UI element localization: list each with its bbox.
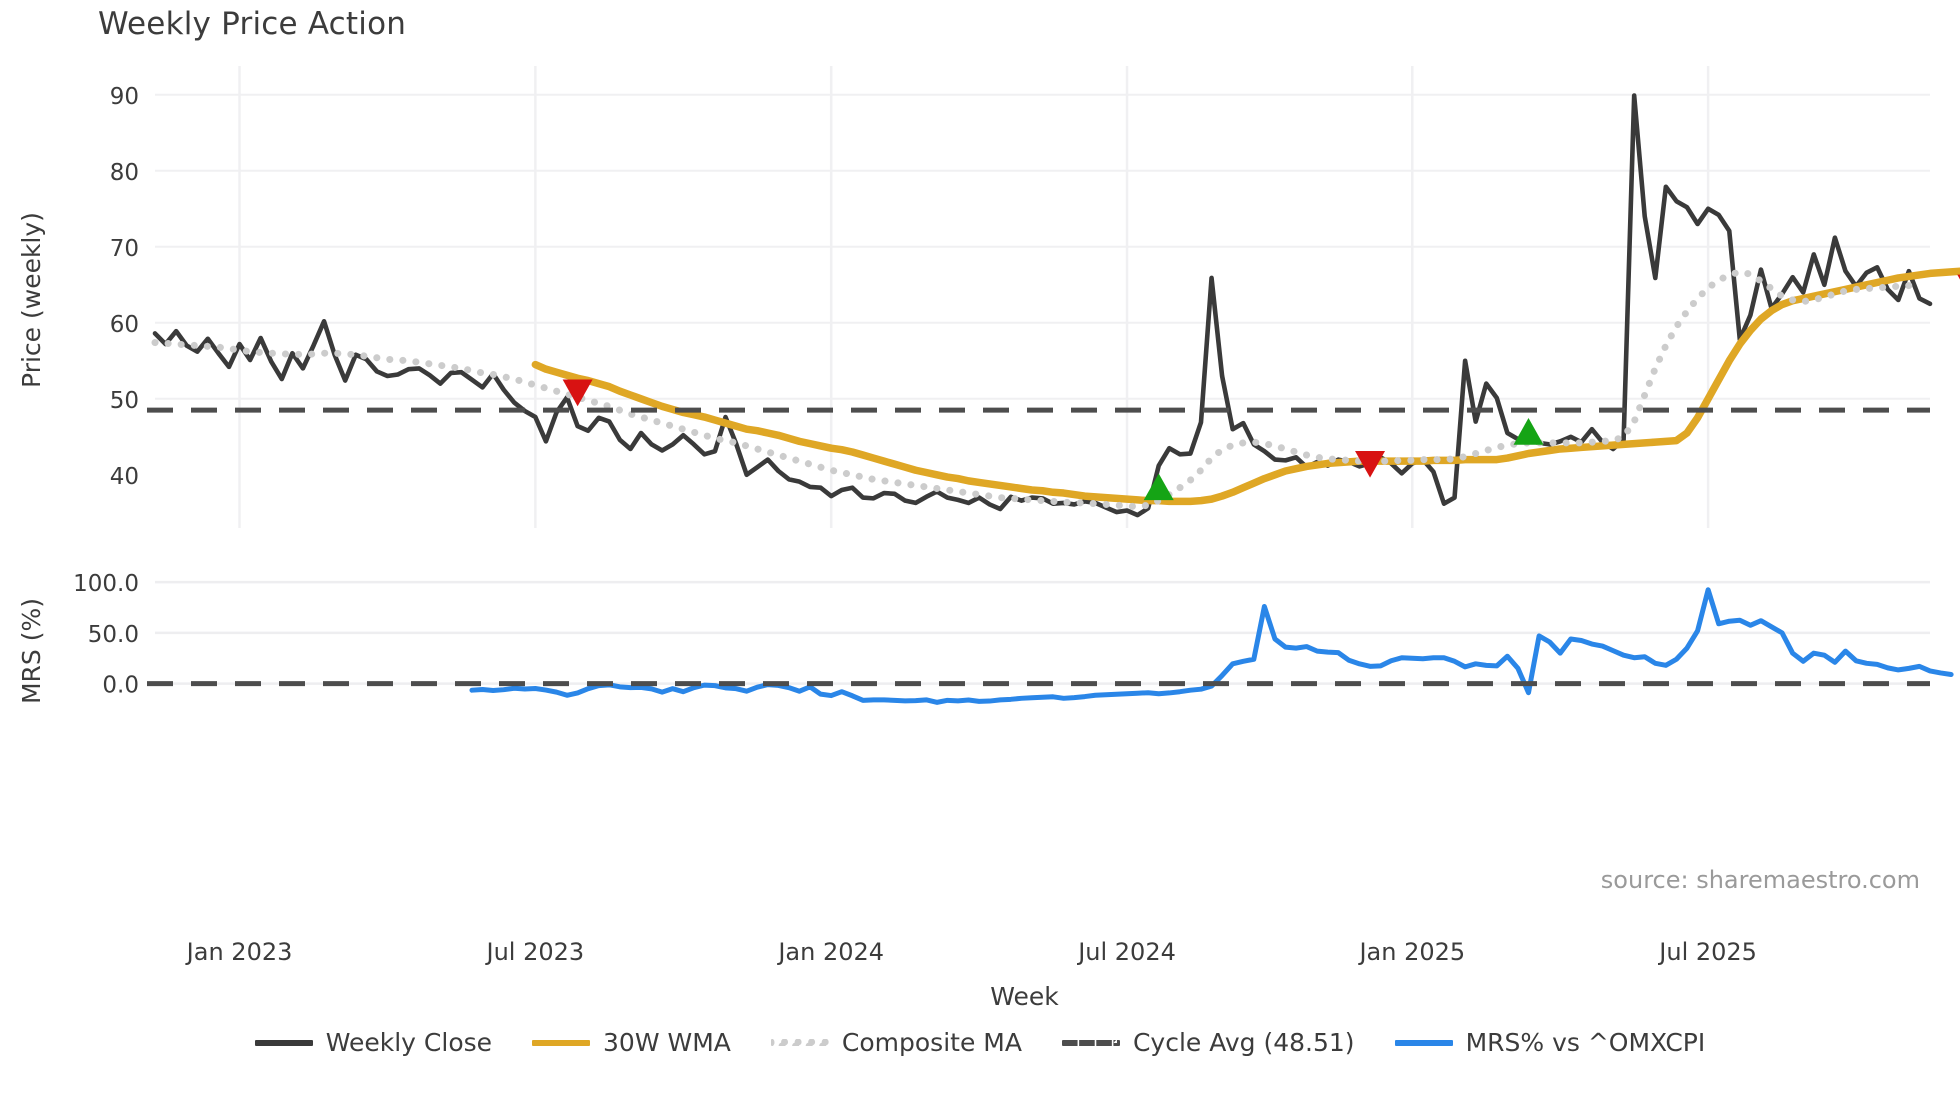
x-tick-label: Jul 2025 xyxy=(1657,938,1757,966)
mrs-y-tick-label: 50.0 xyxy=(88,622,139,648)
legend-item-30w-wma[interactable]: 30W WMA xyxy=(532,1028,731,1057)
legend-swatch-icon xyxy=(532,1039,591,1046)
legend-swatch-icon xyxy=(1061,1039,1120,1046)
series-layer xyxy=(147,93,1960,705)
legend-label: Cycle Avg (48.51) xyxy=(1132,1028,1355,1057)
legend-label: Weekly Close xyxy=(325,1028,493,1057)
legend-item-composite-ma[interactable]: Composite MA xyxy=(770,1028,1022,1057)
x-tick-label: Jan 2024 xyxy=(776,938,884,966)
legend-item-cycle-avg-48-51[interactable]: Cycle Avg (48.51) xyxy=(1061,1028,1355,1057)
marker-layer xyxy=(562,274,1960,501)
mrs-axis-label: MRS (%) xyxy=(17,598,46,704)
legend-swatch-icon xyxy=(1394,1039,1453,1046)
sell-signal-marker xyxy=(1957,274,1960,280)
page-title: Weekly Price Action xyxy=(98,6,407,42)
buy-signal-marker xyxy=(1513,418,1544,445)
price-y-tick-label: 40 xyxy=(110,464,139,490)
30w-wma-line xyxy=(531,267,1960,506)
mrs-line xyxy=(469,587,1954,705)
price-y-tick-label: 50 xyxy=(110,388,139,414)
price-axis-label: Price (weekly) xyxy=(17,212,46,388)
legend-label: MRS% vs ^OMXCPI xyxy=(1465,1028,1706,1057)
buy-signal-marker xyxy=(1143,473,1174,501)
source-watermark: source: sharemaestro.com xyxy=(1601,866,1920,894)
weekly-close-line xyxy=(152,93,1933,518)
price-y-tick-label: 60 xyxy=(110,312,139,338)
price-y-tick-label: 70 xyxy=(110,236,139,262)
price-y-tick-label: 80 xyxy=(110,160,139,186)
legend-label: Composite MA xyxy=(841,1028,1022,1057)
legend-item-mrs-vs-omxcpi[interactable]: MRS% vs ^OMXCPI xyxy=(1394,1028,1706,1057)
x-tick-label: Jul 2023 xyxy=(485,938,585,966)
mrs-y-tick-label: 100.0 xyxy=(73,571,139,597)
legend-swatch-icon xyxy=(254,1039,313,1046)
legend-label: 30W WMA xyxy=(603,1028,731,1057)
legend-item-weekly-close[interactable]: Weekly Close xyxy=(254,1028,493,1057)
composite-ma-line xyxy=(151,268,1923,511)
grid-layer xyxy=(155,66,1930,685)
chart-legend: Weekly Close 30W WMA Composite MA Cycle Avg… xyxy=(0,1028,1960,1057)
legend-swatch-icon xyxy=(770,1039,829,1046)
x-tick-label: Jan 2025 xyxy=(1357,938,1465,966)
tick-layer: Jan 2023 Jul 2023 Jan 2024 Jul 2024 Jan 2025… xyxy=(73,84,1757,966)
price-y-tick-label: 90 xyxy=(110,84,139,110)
sell-signal-marker xyxy=(1355,450,1386,478)
x-tick-label: Jan 2023 xyxy=(185,938,293,966)
mrs-y-tick-label: 0.0 xyxy=(102,673,139,699)
x-tick-label: Jul 2024 xyxy=(1076,938,1176,966)
x-axis-label: Week xyxy=(990,982,1059,1011)
sell-signal-marker xyxy=(562,379,593,407)
